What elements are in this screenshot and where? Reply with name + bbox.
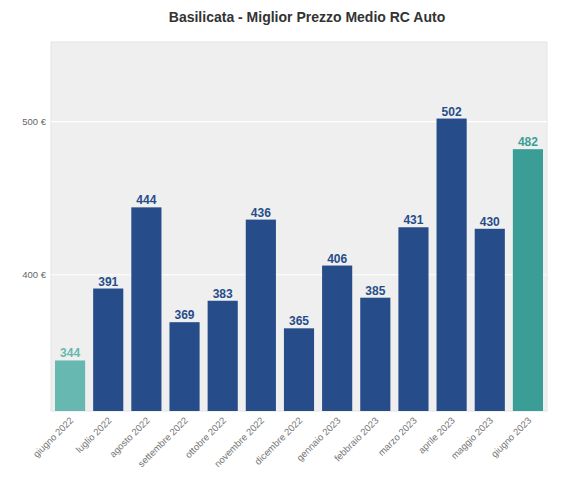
bar — [131, 207, 161, 411]
data-label: 444 — [136, 193, 156, 207]
bar — [93, 289, 123, 411]
x-tick-label: maggio 2023 — [449, 415, 496, 462]
bar — [513, 149, 543, 411]
x-tick-label: settembre 2022 — [135, 415, 189, 469]
x-tick-label: luglio 2022 — [73, 415, 113, 455]
data-label: 385 — [365, 284, 385, 298]
x-tick-label: giugno 2023 — [489, 415, 534, 460]
bar — [475, 229, 505, 411]
data-label: 482 — [518, 135, 538, 149]
bar — [246, 220, 276, 411]
bar — [169, 322, 199, 411]
data-label: 369 — [175, 308, 195, 322]
data-label: 436 — [251, 206, 271, 220]
bar — [322, 266, 352, 411]
data-label: 430 — [480, 215, 500, 229]
plot-area — [51, 42, 547, 411]
data-label: 383 — [213, 287, 233, 301]
chart: Basilicata - Miglior Prezzo Medio RC Aut… — [0, 0, 563, 497]
data-label: 406 — [327, 252, 347, 266]
bar — [55, 360, 85, 411]
grid-line — [51, 121, 547, 122]
grid-line — [51, 274, 547, 275]
data-label: 431 — [403, 213, 423, 227]
bar — [208, 301, 238, 411]
bar — [284, 328, 314, 411]
data-label: 502 — [442, 105, 462, 119]
bars — [55, 119, 543, 411]
data-label: 344 — [60, 346, 80, 360]
bar — [398, 227, 428, 411]
x-tick-label: giugno 2022 — [31, 415, 76, 460]
x-tick-label: marzo 2023 — [376, 415, 419, 458]
x-tick-label: aprile 2023 — [416, 415, 457, 456]
title: Basilicata - Miglior Prezzo Medio RC Aut… — [169, 9, 445, 25]
data-label: 365 — [289, 314, 309, 328]
x-tick-label: febbraio 2023 — [332, 415, 381, 464]
bar — [437, 119, 467, 411]
y-tick-label: 500 € — [22, 116, 46, 127]
data-label: 391 — [98, 275, 118, 289]
bar — [360, 298, 390, 411]
y-tick-label: 400 € — [22, 269, 46, 280]
